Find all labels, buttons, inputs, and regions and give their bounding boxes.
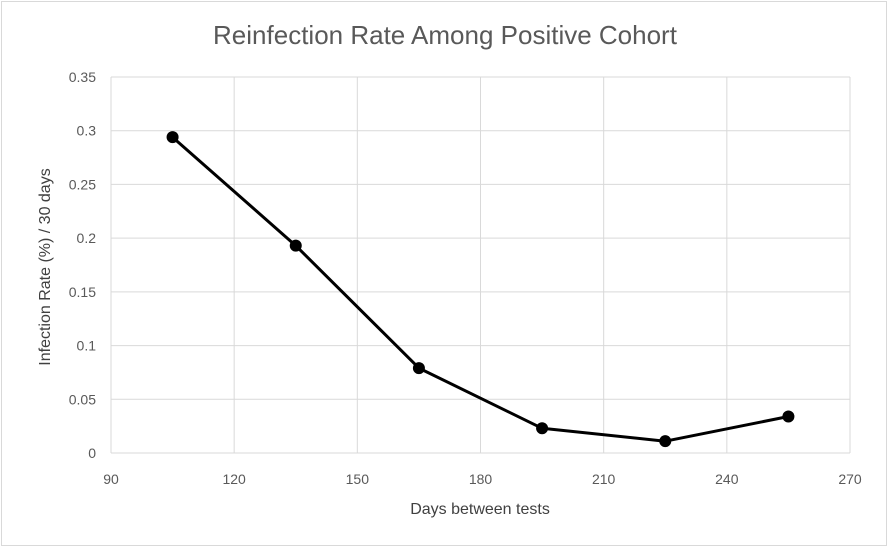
x-tick-label: 240	[715, 471, 739, 487]
gridlines	[110, 76, 851, 454]
y-tick-label: 0.3	[77, 123, 97, 139]
data-point	[166, 131, 179, 144]
y-tick-label: 0.1	[77, 338, 97, 354]
data-point	[536, 422, 549, 435]
tick-labels: 0 0.05 0.1 0.15 0.2 0.25 0.3 0.35 90 120 150 180 210…	[69, 69, 862, 487]
y-tick-label: 0	[88, 445, 96, 461]
x-tick-label: 90	[103, 471, 119, 487]
data-point	[412, 362, 425, 375]
y-tick-label: 0.25	[69, 176, 96, 192]
x-tick-label: 150	[346, 471, 370, 487]
x-axis-title: Days between tests	[410, 501, 550, 518]
data-point	[289, 239, 302, 252]
y-tick-label: 0.35	[69, 69, 96, 85]
y-axis-title: Infection Rate (%) / 30 days	[37, 168, 54, 365]
y-tick-label: 0.05	[69, 391, 96, 407]
data-point	[659, 435, 672, 448]
y-tick-label: 0.2	[77, 230, 97, 246]
data-series	[166, 131, 795, 448]
y-tick-label: 0.15	[69, 284, 96, 300]
x-tick-label: 210	[592, 471, 616, 487]
x-tick-label: 180	[469, 471, 493, 487]
x-tick-label: 270	[838, 471, 862, 487]
chart-title: Reinfection Rate Among Positive Cohort	[213, 20, 678, 50]
data-point	[782, 410, 795, 423]
x-tick-label: 120	[222, 471, 246, 487]
series-line	[171, 136, 789, 443]
